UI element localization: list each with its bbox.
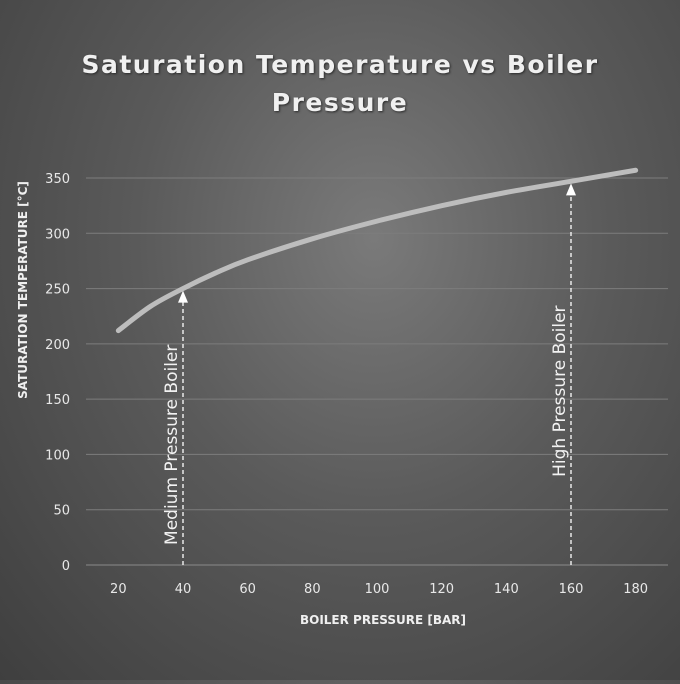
y-tick-label: 250 [45,283,70,298]
series-line-0 [115,167,639,334]
x-tick-label: 60 [239,582,256,597]
y-tick-label: 200 [45,338,70,353]
chart-title-line-2: Pressure [271,88,409,117]
y-tick-label: 350 [45,172,70,187]
x-axis-label: BOILER PRESSURE [BAR] [300,613,466,627]
y-tick-label: 150 [45,393,70,408]
y-axis-label: SATURATION TEMPERATURE [°C] [16,181,30,399]
annotation-arrowhead [178,290,188,303]
annotation-label: High Pressure Boiler [550,305,570,476]
x-tick-label: 140 [494,582,519,597]
annotation-label: Medium Pressure Boiler [162,345,182,545]
x-tick-label: 160 [559,582,584,597]
x-tick-label: 40 [175,582,192,597]
annotation-arrowhead [566,183,576,196]
x-tick-label: 120 [429,582,454,597]
y-tick-label: 0 [62,559,70,574]
x-tick-label: 80 [304,582,321,597]
y-tick-label: 50 [53,504,70,519]
x-tick-label: 100 [365,582,390,597]
y-tick-label: 300 [45,227,70,242]
x-tick-label: 180 [623,582,648,597]
x-tick-label: 20 [110,582,127,597]
chart-title-line-1: Saturation Temperature vs Boiler [81,50,599,79]
y-tick-label: 100 [45,448,70,463]
